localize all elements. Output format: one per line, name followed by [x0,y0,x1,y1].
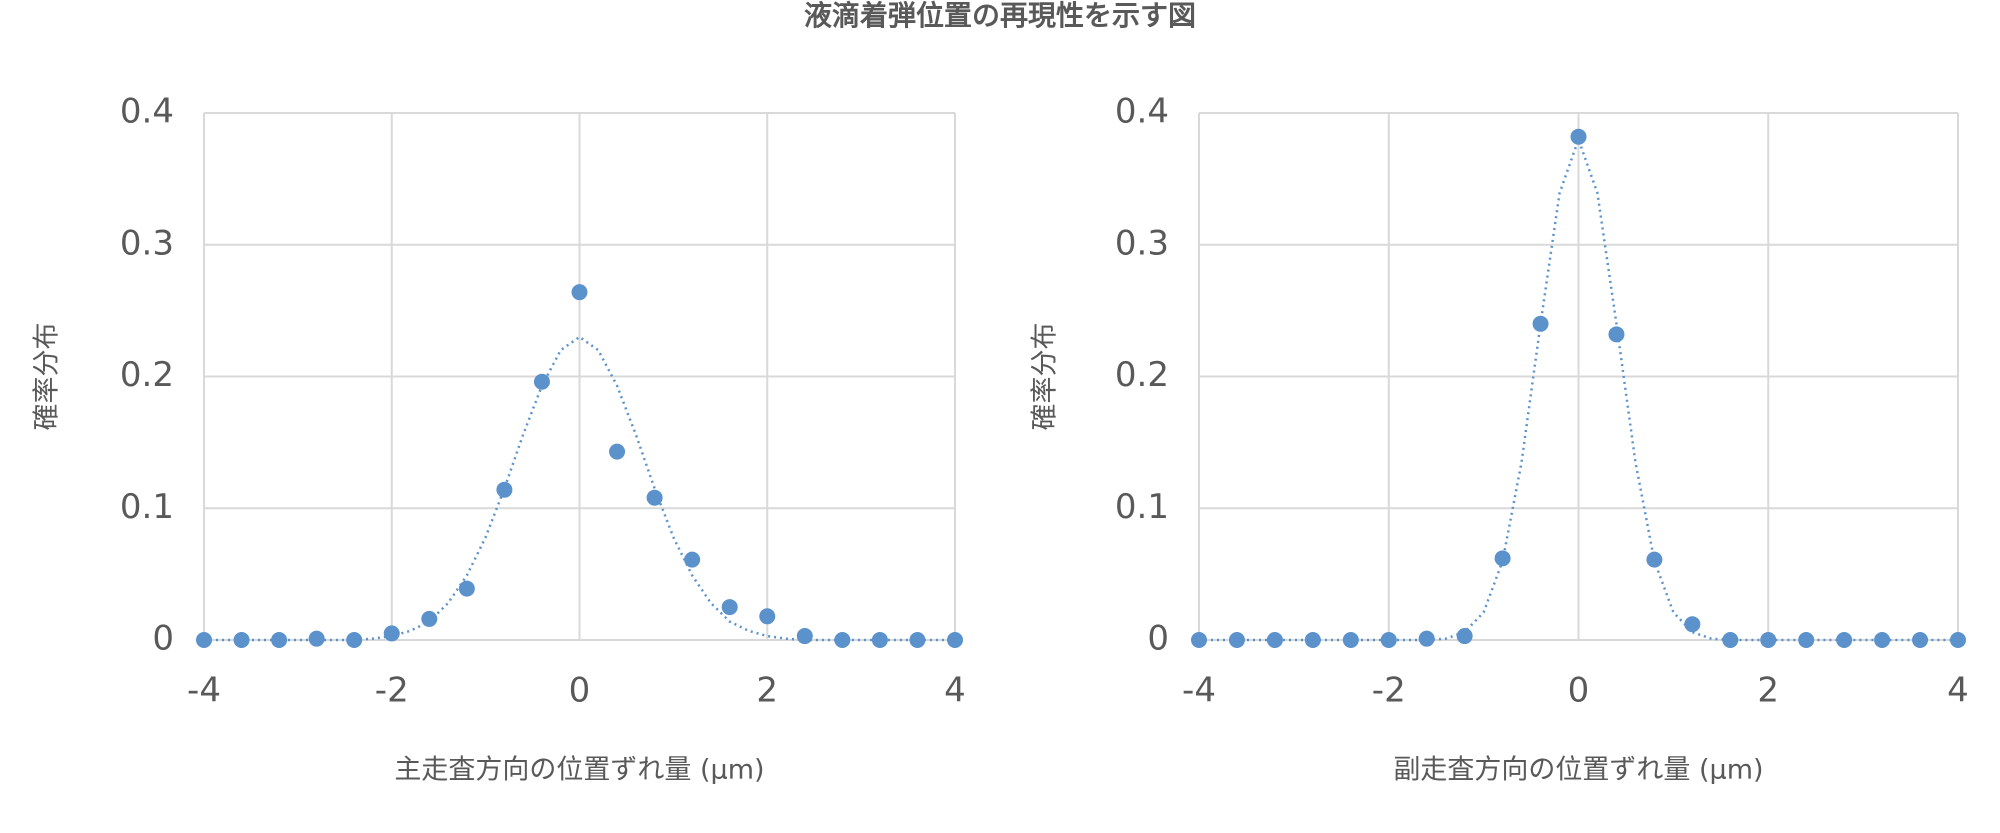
data-point [1608,326,1625,343]
data-point [383,625,400,642]
data-point [796,628,813,645]
data-point [1760,632,1777,648]
data-point [1532,315,1549,332]
data-point [759,608,776,625]
data-point [1874,632,1891,648]
y-tick-label: 0.1 [1115,487,1169,527]
x-axis-label: 主走査方向の位置ずれ量 (µm) [394,755,764,786]
figure-title: 液滴着弾位置の再現性を示す図 [804,0,1196,32]
x-tick-label: -4 [187,671,221,711]
data-point [233,632,250,648]
data-point [1950,632,1966,648]
data-point [1646,551,1663,568]
data-point [1304,632,1321,648]
data-point [947,632,963,648]
x-axis-label: 副走査方向の位置ずれ量 (µm) [1393,755,1763,786]
y-tick-label: 0.4 [1115,92,1169,132]
data-point [1798,632,1815,648]
x-tick-label: 2 [756,671,778,711]
data-point [1684,616,1701,633]
y-tick-label: 0.1 [120,487,174,527]
y-tick-label: 0.2 [1115,355,1169,395]
data-point [1191,632,1207,648]
fit-curve [204,335,955,642]
x-tick-label: 0 [1568,671,1590,711]
data-point [346,632,363,648]
data-point [496,481,513,498]
data-point [646,489,663,506]
data-point [271,632,288,648]
y-tick-label: 0 [152,619,174,659]
data-point [421,610,438,627]
y-axis-label: 確率分布 [32,323,63,431]
y-axis-label: 確率分布 [1030,323,1061,431]
data-point [533,373,550,390]
chart: 0 0.1 0.2 0.3 0.4 -4 -2 0 2 4 主走査方向の位置ずれ量 (µm) 確率分布 [32,92,966,786]
data-point [721,599,738,616]
data-point [1570,128,1587,145]
data-point [1266,632,1283,648]
y-tick-label: 0.3 [120,223,174,263]
data-point [1912,632,1929,648]
x-tick-label: 4 [944,671,966,711]
y-tick-label: 0.2 [120,355,174,395]
data-point [871,632,888,648]
data-point [1228,632,1245,648]
data-point [196,632,212,648]
x-tick-label: -4 [1182,671,1216,711]
data-point [909,632,926,648]
data-point [1342,632,1359,648]
data-point [308,630,325,647]
data-point [834,632,851,648]
data-point [1380,632,1397,648]
data-point [571,284,588,301]
x-tick-label: 0 [569,671,591,711]
x-tick-label: -2 [375,671,409,711]
y-tick-label: 0.3 [1115,223,1169,263]
data-point [609,443,626,460]
y-tick-label: 0 [1147,619,1169,659]
data-point [1418,630,1435,647]
x-tick-label: -2 [1372,671,1406,711]
data-point [684,551,701,568]
data-point [1722,632,1739,648]
data-point [458,580,475,597]
x-tick-label: 4 [1947,671,1969,711]
chart: 0 0.1 0.2 0.3 0.4 -4 -2 0 2 4 副走査方向の位置ずれ量 (µm) 確率分布 [1030,92,1969,786]
data-point [1456,628,1473,645]
y-tick-label: 0.4 [120,92,174,132]
data-point [1494,550,1511,567]
data-point [1836,632,1853,648]
x-tick-label: 2 [1757,671,1779,711]
